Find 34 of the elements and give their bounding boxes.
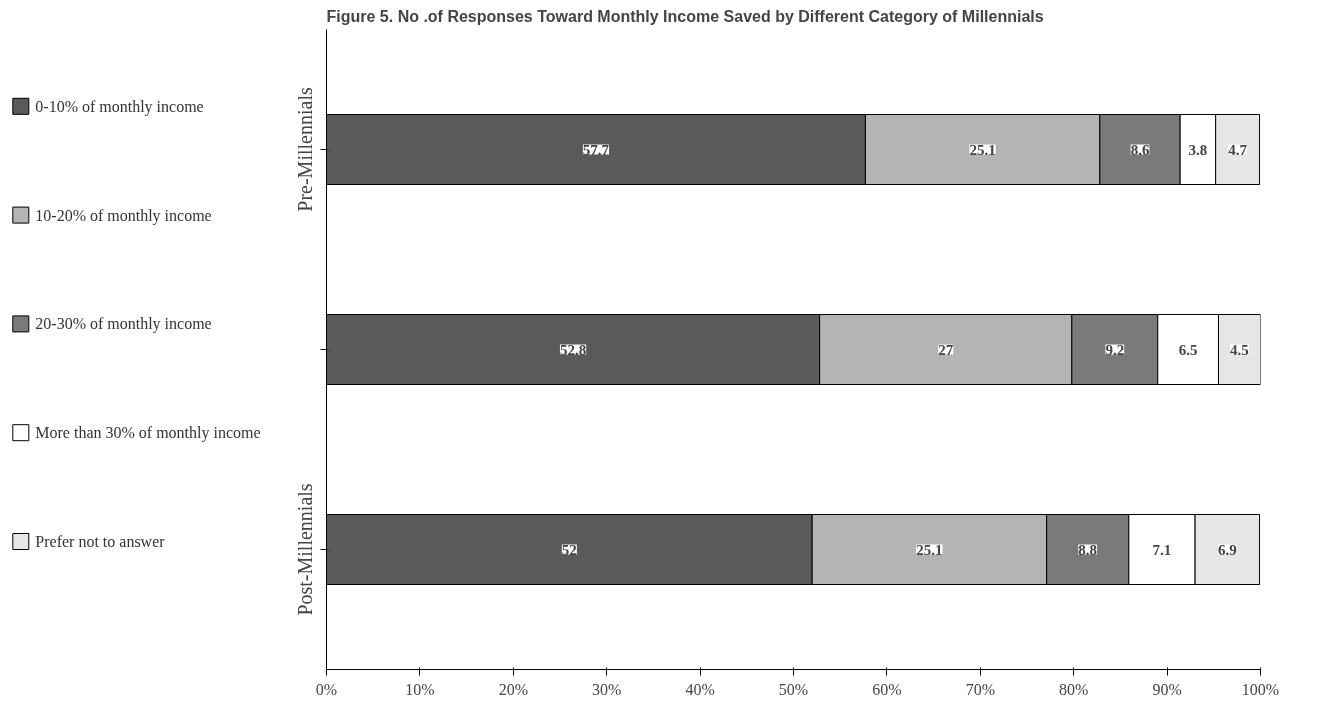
x-tick-label: 30%: [592, 680, 622, 698]
x-tick-label: 0%: [315, 680, 338, 698]
legend-label: 0-10% of monthly income: [35, 97, 204, 116]
chart-title: Figure 5. No .of Responses Toward Monthly Income Saved by Different Category of Millennials: [326, 7, 1044, 25]
data-label: 3.8: [1188, 141, 1208, 158]
data-label: 25.1: [969, 141, 996, 158]
legend-label: Prefer not to answer: [35, 533, 166, 550]
x-tick-label: 60%: [872, 680, 902, 698]
data-label: 6.5: [1178, 341, 1198, 358]
x-tick-label: 20%: [498, 680, 528, 698]
legend-label: More than 30% of monthly income: [35, 424, 261, 443]
data-label: 27: [938, 341, 954, 358]
y-tick-label: Post-Millennials: [293, 483, 316, 616]
data-label: 57.7: [582, 141, 610, 158]
legend-label: 10-20% of monthly income: [35, 206, 212, 225]
data-label: 6.9: [1217, 541, 1237, 558]
x-tick-label: 40%: [685, 680, 715, 698]
legend-label: 20-30% of monthly income: [35, 315, 212, 334]
data-label: 4.7: [1228, 141, 1248, 158]
data-label: 9.2: [1105, 341, 1125, 358]
x-tick-label: 100%: [1241, 680, 1280, 698]
data-label: 7.1: [1152, 541, 1172, 558]
data-label: 8.8: [1078, 541, 1098, 558]
data-label: 52.8: [559, 341, 587, 358]
x-tick-label: 80%: [1059, 680, 1089, 698]
x-tick-label: 70%: [965, 680, 995, 698]
data-label: 25.1: [916, 541, 943, 558]
x-tick-label: 90%: [1152, 680, 1182, 698]
y-tick-label: Pre-Millennials: [293, 87, 316, 212]
data-label: 4.5: [1230, 341, 1249, 358]
data-label: 8.6: [1130, 141, 1150, 158]
x-tick-label: 50%: [778, 680, 809, 698]
data-label: 52: [561, 541, 577, 558]
x-tick-label: 10%: [405, 680, 435, 698]
